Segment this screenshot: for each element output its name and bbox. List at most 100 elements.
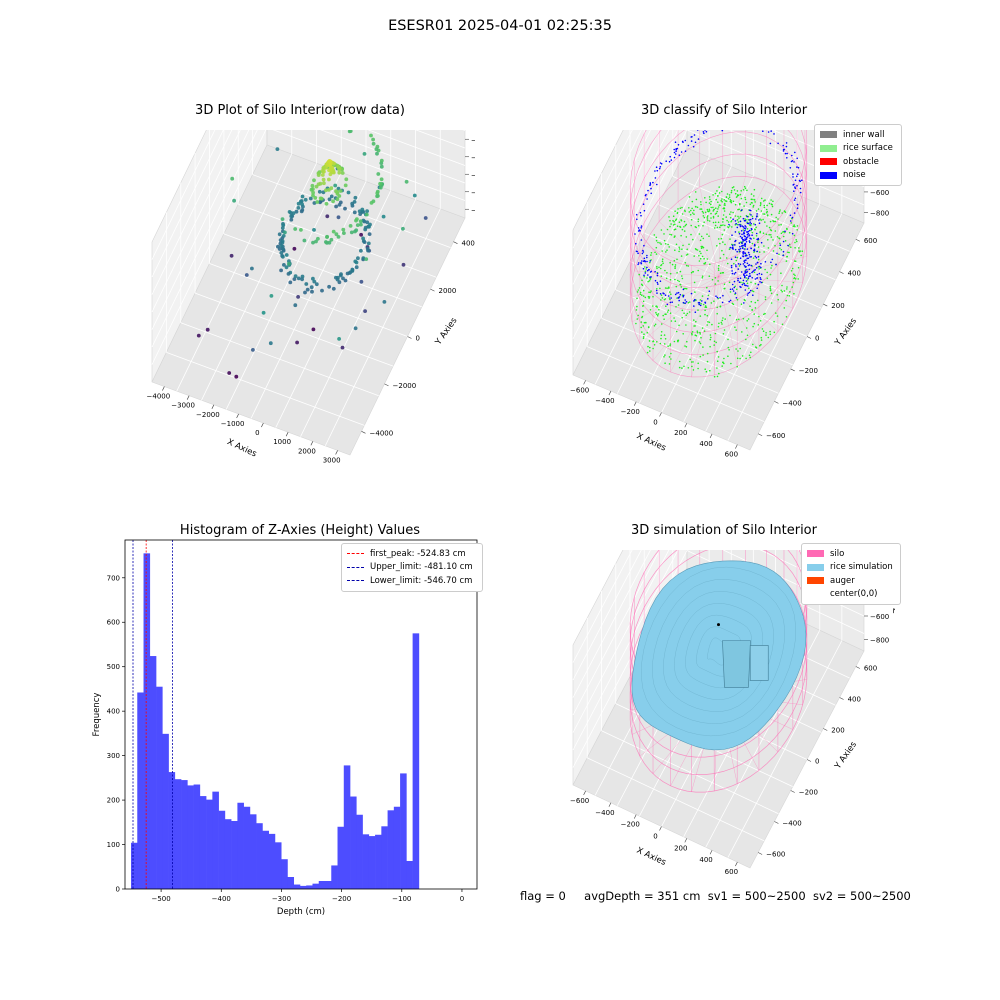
- noise-point: [739, 277, 742, 279]
- noise-point: [793, 212, 796, 214]
- rice-surface-point: [708, 210, 711, 212]
- p2-y-tick-label: 200: [831, 302, 844, 310]
- rice-surface-point: [699, 315, 702, 317]
- data-point: [357, 209, 362, 214]
- rice-surface-point: [734, 203, 737, 206]
- rice-mesh-line: [696, 626, 741, 677]
- noise-point: [730, 258, 733, 260]
- rice-surface-point: [690, 361, 693, 363]
- data-point: [303, 197, 308, 202]
- histogram-bar: [375, 834, 382, 889]
- rice-surface-point: [708, 208, 711, 211]
- rice-surface-point: [751, 308, 753, 311]
- noise-point: [697, 302, 700, 304]
- rice-surface-point: [736, 190, 739, 192]
- rice-surface-point: [702, 346, 704, 348]
- histogram-bar: [256, 823, 263, 889]
- rice-surface-point: [781, 212, 783, 214]
- noise-point: [649, 184, 651, 187]
- noise-point: [731, 247, 733, 249]
- rice-surface-point: [693, 281, 696, 284]
- noise-point: [799, 187, 802, 190]
- rice-surface-point: [636, 297, 638, 300]
- noise-point: [785, 142, 788, 144]
- rice-surface-point: [724, 200, 727, 202]
- rice-surface-point: [700, 203, 702, 206]
- noise-point: [734, 248, 737, 251]
- rice-surface-point: [650, 254, 652, 256]
- rice-surface-point: [697, 367, 699, 370]
- noise-point: [701, 300, 703, 302]
- rice-surface-point: [778, 237, 781, 240]
- rice-surface-point: [727, 346, 730, 349]
- rice-surface-point: [788, 231, 791, 234]
- legend-entry-lower-limit: Lower_limit: -546.70 cm: [347, 574, 477, 588]
- rice-surface-point: [746, 320, 748, 322]
- histogram-bar: [406, 860, 413, 889]
- noise-point: [732, 218, 734, 220]
- histogram-bar: [350, 796, 357, 889]
- data-point: [328, 172, 333, 177]
- rice-surface-point: [670, 234, 673, 236]
- data-point: [296, 201, 301, 206]
- data-point: [374, 147, 379, 152]
- rice-surface-point: [758, 251, 761, 253]
- rice-surface-point: [676, 258, 678, 261]
- status-sv2: sv2 = 500~2500: [812, 889, 911, 903]
- p4-y-tick: [839, 697, 844, 700]
- noise-point: [743, 219, 746, 222]
- noise-point: [744, 245, 746, 248]
- rice-surface-point: [699, 250, 701, 253]
- legend-entry-noise: noise: [820, 169, 896, 183]
- rice-surface-point: [717, 325, 720, 328]
- noise-point: [749, 289, 752, 292]
- histogram-bar: [293, 884, 301, 889]
- rice-surface-point: [678, 324, 680, 327]
- rice-surface-point: [694, 291, 696, 293]
- rice-surface-point: [717, 195, 719, 197]
- rice-surface-point: [743, 185, 746, 188]
- p2-grid-line: [572, 130, 633, 249]
- data-point: [234, 374, 239, 379]
- data-point: [365, 209, 369, 213]
- p1-x-tick-label: −4000: [147, 393, 171, 401]
- rice-surface-point: [656, 267, 658, 270]
- noise-point: [639, 230, 641, 232]
- p4-x-tick: [608, 802, 612, 807]
- rice-surface-point: [645, 321, 647, 324]
- rice-surface-point: [797, 278, 799, 280]
- noise-point: [739, 263, 742, 266]
- rice-surface-point: [734, 285, 736, 288]
- rice-surface-point: [689, 213, 692, 216]
- rice-surface-point: [794, 247, 796, 249]
- noise-point: [738, 281, 741, 283]
- noise-point: [797, 166, 800, 169]
- rice-surface-point: [669, 233, 671, 236]
- noise-point: [734, 244, 736, 246]
- rice-surface-point: [775, 216, 777, 219]
- data-point: [280, 226, 285, 230]
- noise-point: [794, 197, 797, 200]
- rice-surface-point: [729, 314, 731, 317]
- noise-point: [789, 214, 792, 217]
- noise-point: [749, 209, 751, 211]
- status-flag: flag = 0: [520, 889, 566, 903]
- data-point: [244, 273, 249, 277]
- rice-surface-point: [717, 269, 720, 271]
- noise-point: [739, 245, 741, 248]
- p4-y-tick-label: 0: [815, 758, 819, 766]
- p2-x-tick-label: −400: [595, 397, 614, 405]
- noise-point: [716, 296, 719, 299]
- rice-surface-point: [642, 337, 645, 340]
- rice-surface-point: [697, 224, 700, 227]
- rice-surface-point: [669, 272, 672, 275]
- rice-surface-point: [722, 361, 724, 363]
- noise-point: [756, 250, 759, 253]
- rice-surface-point: [789, 291, 791, 293]
- rice-surface-point: [731, 186, 734, 189]
- rice-surface-point: [753, 223, 755, 225]
- rice-surface-point: [762, 218, 764, 221]
- rice-surface-point: [669, 298, 671, 301]
- rice-surface-point: [781, 323, 784, 326]
- p1-x-tick-label: 0: [255, 429, 259, 437]
